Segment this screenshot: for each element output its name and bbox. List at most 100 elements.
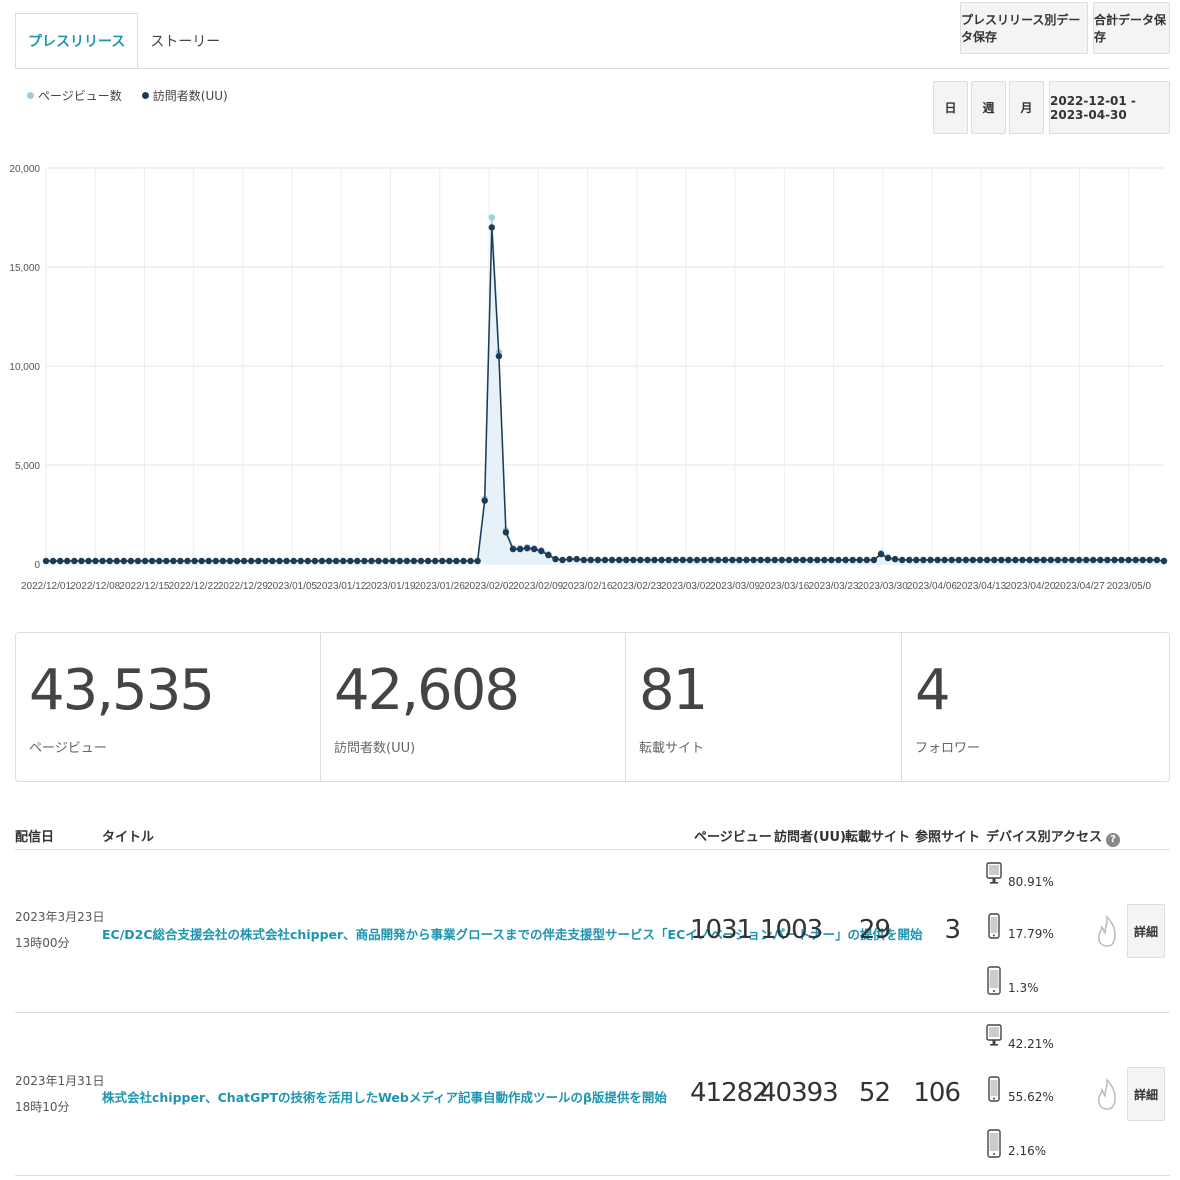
point-visitors: [113, 557, 121, 565]
row-date-time: 13時00分: [15, 936, 70, 950]
stat-reprint-value: 81: [639, 658, 708, 723]
period-day-button[interactable]: 日: [933, 81, 968, 134]
point-visitors: [99, 557, 106, 565]
point-visitors: [665, 556, 672, 564]
point-visitors: [453, 557, 460, 565]
point-visitors: [1104, 556, 1111, 564]
row-reference: 106: [913, 1078, 961, 1108]
point-pageviews: [488, 214, 495, 221]
period-week-button[interactable]: 週: [971, 81, 1006, 134]
point-visitors: [1061, 556, 1069, 564]
point-visitors: [248, 557, 255, 565]
point-visitors: [361, 557, 368, 565]
point-visitors: [1160, 557, 1168, 565]
point-visitors: [856, 556, 863, 564]
export-total-button[interactable]: 合計データ保存: [1093, 2, 1170, 54]
stat-followers-label: フォロワー: [915, 741, 981, 756]
detail-button[interactable]: 詳細: [1127, 904, 1165, 958]
row-title-link[interactable]: EC/D2C総合支援会社の株式会社chipper、商品開発から事業グロースまでの…: [102, 927, 923, 942]
tab-press-release[interactable]: プレスリリース: [15, 13, 139, 69]
point-visitors: [318, 557, 326, 565]
point-visitors: [750, 556, 757, 564]
legend-item-pageviews[interactable]: ページビュー数: [27, 87, 122, 104]
point-visitors: [57, 557, 64, 565]
point-visitors: [233, 557, 241, 565]
point-visitors: [743, 556, 750, 564]
device-smartphone: 17.79%: [986, 913, 1054, 941]
row-divider: [15, 1175, 1170, 1176]
point-visitors: [198, 557, 205, 565]
point-visitors: [644, 556, 651, 564]
point-visitors: [1047, 556, 1055, 564]
device-smartphone: 55.62%: [986, 1076, 1054, 1104]
point-visitors: [488, 224, 495, 231]
point-visitors: [637, 556, 644, 564]
point-visitors: [42, 557, 50, 565]
point-visitors: [120, 557, 128, 565]
point-visitors: [325, 557, 333, 565]
row-title-link[interactable]: 株式会社chipper、ChatGPTの技術を活用したWebメディア記事自動作成…: [102, 1090, 667, 1105]
point-visitors: [516, 545, 524, 553]
point-visitors: [771, 556, 778, 564]
smartphone-icon: [988, 913, 1000, 939]
export-by-release-button[interactable]: プレスリリース別データ保存: [960, 2, 1088, 54]
point-visitors: [184, 557, 191, 565]
point-visitors: [828, 556, 835, 564]
point-visitors: [941, 556, 948, 564]
x-tick-label: 2023/03/30: [858, 581, 908, 592]
detail-button[interactable]: 詳細: [1127, 1067, 1165, 1121]
point-visitors: [658, 556, 665, 564]
tabs-divider: [15, 68, 1170, 69]
point-visitors: [1012, 556, 1019, 564]
y-tick-label: 5,000: [15, 461, 40, 472]
point-visitors: [807, 556, 814, 564]
point-visitors: [226, 557, 234, 565]
point-visitors: [601, 556, 609, 564]
point-visitors: [870, 556, 878, 564]
tab-story[interactable]: ストーリー: [150, 34, 221, 50]
point-visitors: [849, 556, 856, 564]
fire-icon[interactable]: [1097, 1076, 1117, 1112]
row-date-day: 2023年3月23日: [15, 910, 105, 924]
point-visitors: [502, 529, 510, 536]
legend-visitors-dot: [141, 92, 149, 99]
point-visitors: [538, 547, 545, 555]
point-visitors: [559, 556, 566, 564]
period-month-button[interactable]: 月: [1009, 81, 1044, 134]
point-visitors: [1111, 556, 1118, 564]
x-tick-label: 2023/04/13: [956, 581, 1006, 592]
stat-reprint-sites: 81 転載サイト: [626, 633, 902, 781]
legend-pageviews-label: ページビュー数: [38, 89, 122, 103]
point-visitors: [78, 557, 85, 565]
point-visitors: [432, 557, 439, 565]
date-range-picker[interactable]: 2022-12-01 - 2023-04-30: [1049, 81, 1170, 134]
point-visitors: [608, 556, 616, 564]
fire-icon[interactable]: [1097, 913, 1117, 949]
point-visitors: [884, 554, 892, 562]
point-visitors: [814, 556, 821, 564]
device-header-label: デバイス別アクセス: [986, 830, 1102, 845]
help-icon[interactable]: ?: [1105, 833, 1120, 847]
point-visitors: [1068, 556, 1076, 564]
point-visitors: [792, 556, 800, 564]
column-header-reference: 参照サイト: [915, 830, 981, 845]
row-visitors: 40393: [760, 1078, 839, 1108]
point-visitors: [92, 557, 99, 565]
point-visitors: [764, 556, 771, 564]
row-pageviews: 41282: [690, 1078, 769, 1108]
point-visitors: [778, 556, 786, 564]
point-visitors: [552, 555, 559, 563]
point-visitors: [927, 556, 934, 564]
series-line-pageviews: [46, 217, 1165, 562]
point-visitors: [594, 556, 602, 564]
device-tablet: 2.16%: [986, 1129, 1046, 1159]
point-visitors: [205, 557, 212, 565]
point-visitors: [49, 557, 57, 565]
tablet-icon: [987, 966, 1001, 995]
row-date-day: 2023年1月31日: [15, 1074, 105, 1088]
point-visitors: [991, 556, 998, 564]
legend-item-visitors[interactable]: 訪問者数(UU): [141, 87, 228, 104]
point-visitors: [177, 557, 184, 565]
point-visitors: [304, 557, 311, 565]
point-visitors: [460, 557, 467, 565]
